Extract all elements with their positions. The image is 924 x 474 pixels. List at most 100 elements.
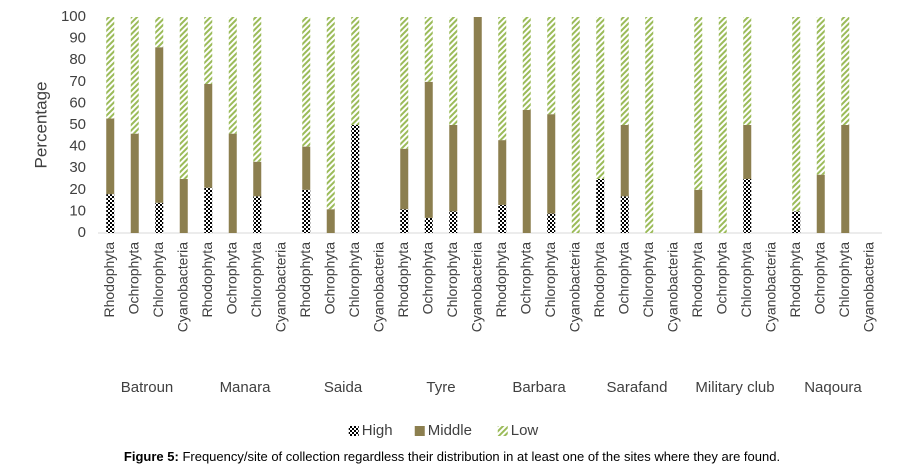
bar-segment xyxy=(179,179,188,233)
bar-segment xyxy=(326,209,335,233)
bar-segment xyxy=(351,125,360,233)
bar-segment xyxy=(400,209,409,233)
x-tick-label: Rhodophyta xyxy=(199,242,215,318)
x-tick-label: Ochrophyta xyxy=(125,242,141,315)
x-tick-label: Ochrophyta xyxy=(419,242,435,315)
bar-segment xyxy=(130,17,139,134)
bar-segment xyxy=(106,118,115,195)
x-tick-label: Cyanobacteria xyxy=(174,242,190,332)
bar-segment xyxy=(547,17,556,115)
bar-segment xyxy=(547,114,556,214)
bar-segment xyxy=(400,148,409,210)
x-tick-label: Cyanobacteria xyxy=(860,242,876,332)
bar-segment xyxy=(449,125,458,212)
x-tick-label: Rhodophyta xyxy=(395,242,411,318)
x-tick-label: Cyanobacteria xyxy=(762,242,778,332)
x-tick-label: Ochrophyta xyxy=(615,242,631,315)
x-tick-label: Rhodophyta xyxy=(101,242,117,318)
y-tick-label: 70 xyxy=(69,73,86,90)
bar-segment xyxy=(743,125,752,179)
legend-label: Low xyxy=(511,422,539,439)
caption-label: Figure 5: xyxy=(124,449,179,464)
y-tick-label: 80 xyxy=(69,51,86,68)
x-tick-label: Cyanobacteria xyxy=(468,242,484,332)
bar-segment xyxy=(204,83,213,188)
x-tick-label: Chlorophyta xyxy=(248,242,264,318)
bar-segment xyxy=(424,81,433,218)
legend-swatch xyxy=(497,426,508,436)
x-tick-label: Rhodophyta xyxy=(787,242,803,318)
bar-segment xyxy=(645,17,654,233)
y-tick-label: 10 xyxy=(69,202,86,219)
bar-segment xyxy=(620,196,629,233)
bar-segment xyxy=(253,17,262,162)
x-tick-label: Chlorophyta xyxy=(640,242,656,318)
x-tick-label: Cyanobacteria xyxy=(370,242,386,332)
bar-segment xyxy=(498,140,507,205)
x-tick-label: Rhodophyta xyxy=(689,242,705,318)
bar-segment xyxy=(204,17,213,84)
bar-segment xyxy=(302,17,311,147)
bar-segment xyxy=(326,17,335,210)
legend-label: Middle xyxy=(428,422,472,439)
bar-segment xyxy=(620,125,629,197)
group-label: Saida xyxy=(324,379,363,396)
y-axis-label: Percentage xyxy=(31,82,50,169)
bar-segment xyxy=(400,17,409,149)
bar-segment xyxy=(253,161,262,197)
group-label: Barbara xyxy=(512,379,566,396)
x-tick-label: Chlorophyta xyxy=(542,242,558,318)
bar-segment xyxy=(424,17,433,82)
bar-segment xyxy=(204,187,213,233)
bar-segment xyxy=(228,17,237,134)
bar-segment xyxy=(449,211,458,233)
bar-segment xyxy=(841,17,850,125)
x-tick-label: Rhodophyta xyxy=(297,242,313,318)
y-tick-label: 0 xyxy=(78,224,86,241)
bar-segment xyxy=(253,196,262,233)
y-tick-label: 50 xyxy=(69,116,86,133)
bar-segment xyxy=(792,211,801,233)
x-tick-label: Ochrophyta xyxy=(713,242,729,315)
bar-segment xyxy=(694,189,703,233)
x-tick-label: Ochrophyta xyxy=(321,242,337,315)
y-tick-label: 40 xyxy=(69,138,86,155)
x-tick-label: Chlorophyta xyxy=(836,242,852,318)
bar-segment xyxy=(106,17,115,119)
bar-segment xyxy=(620,17,629,125)
bar-segment xyxy=(792,17,801,212)
bar-segment xyxy=(130,133,139,233)
bar-segment xyxy=(596,17,605,179)
bar-segment xyxy=(498,17,507,141)
y-tick-label: 90 xyxy=(69,30,86,47)
bar-segment xyxy=(155,202,164,233)
bar-segment xyxy=(351,17,360,125)
bar-segment xyxy=(694,17,703,190)
x-tick-label: Chlorophyta xyxy=(738,242,754,318)
group-label: Military club xyxy=(695,379,774,396)
bar-segment xyxy=(155,17,164,48)
bar-segment xyxy=(816,17,825,175)
bar-segment xyxy=(424,217,433,233)
y-tick-label: 100 xyxy=(61,8,86,25)
y-tick-label: 60 xyxy=(69,94,86,111)
bar-segment xyxy=(473,17,482,233)
group-label: Tyre xyxy=(426,379,455,396)
y-tick-label: 30 xyxy=(69,159,86,176)
bar-segment xyxy=(522,17,531,110)
bar-segment xyxy=(302,189,311,233)
bar-segment xyxy=(571,17,580,233)
bar-segment xyxy=(179,17,188,179)
legend-swatch xyxy=(348,426,359,436)
bar-segment xyxy=(816,174,825,233)
legend-swatch xyxy=(414,426,425,436)
bar-segment xyxy=(841,125,850,233)
x-tick-label: Cyanobacteria xyxy=(664,242,680,332)
bar-segment xyxy=(743,179,752,233)
bar-segment xyxy=(155,47,164,203)
group-label: Batroun xyxy=(121,379,174,396)
x-tick-label: Rhodophyta xyxy=(591,242,607,318)
x-tick-label: Cyanobacteria xyxy=(566,242,582,332)
x-tick-label: Ochrophyta xyxy=(811,242,827,315)
